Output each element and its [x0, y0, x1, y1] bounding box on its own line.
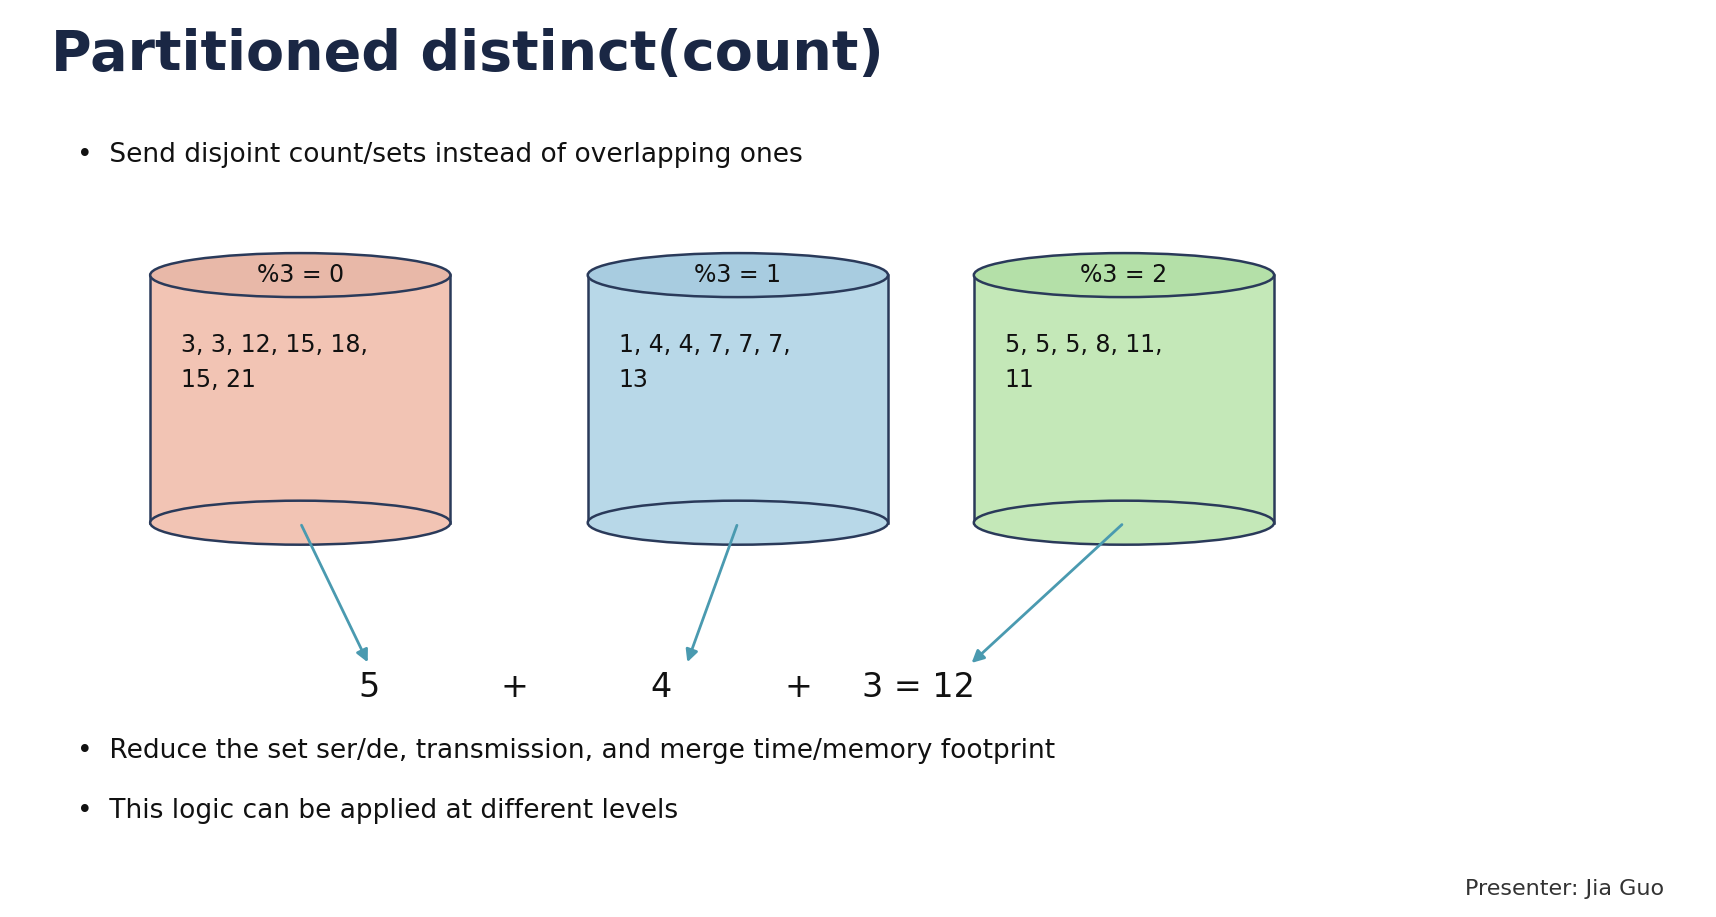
Ellipse shape	[975, 501, 1273, 545]
Text: 5, 5, 5, 8, 11,
11: 5, 5, 5, 8, 11, 11	[1006, 333, 1162, 392]
FancyBboxPatch shape	[587, 275, 889, 523]
Text: +: +	[784, 671, 812, 704]
Ellipse shape	[587, 253, 889, 297]
Ellipse shape	[975, 253, 1273, 297]
Text: •  This logic can be applied at different levels: • This logic can be applied at different…	[77, 798, 678, 823]
Text: •  Send disjoint count/sets instead of overlapping ones: • Send disjoint count/sets instead of ov…	[77, 142, 803, 168]
Text: +: +	[501, 671, 529, 704]
FancyBboxPatch shape	[975, 275, 1273, 523]
Text: %3 = 1: %3 = 1	[695, 263, 781, 287]
Text: 3, 3, 12, 15, 18,
15, 21: 3, 3, 12, 15, 18, 15, 21	[182, 333, 367, 392]
Text: 3 = 12: 3 = 12	[861, 671, 975, 704]
Text: 4: 4	[650, 671, 671, 704]
Ellipse shape	[149, 501, 450, 545]
Ellipse shape	[587, 501, 889, 545]
Text: Partitioned distinct(count): Partitioned distinct(count)	[51, 28, 884, 82]
FancyBboxPatch shape	[149, 275, 450, 523]
Text: •  Reduce the set ser/de, transmission, and merge time/memory footprint: • Reduce the set ser/de, transmission, a…	[77, 738, 1055, 764]
Text: 1, 4, 4, 7, 7, 7,
13: 1, 4, 4, 7, 7, 7, 13	[619, 333, 791, 392]
Text: Presenter: Jia Guo: Presenter: Jia Guo	[1465, 878, 1665, 899]
Text: %3 = 2: %3 = 2	[1081, 263, 1167, 287]
Text: 5: 5	[359, 671, 379, 704]
Text: %3 = 0: %3 = 0	[257, 263, 343, 287]
Ellipse shape	[149, 253, 450, 297]
